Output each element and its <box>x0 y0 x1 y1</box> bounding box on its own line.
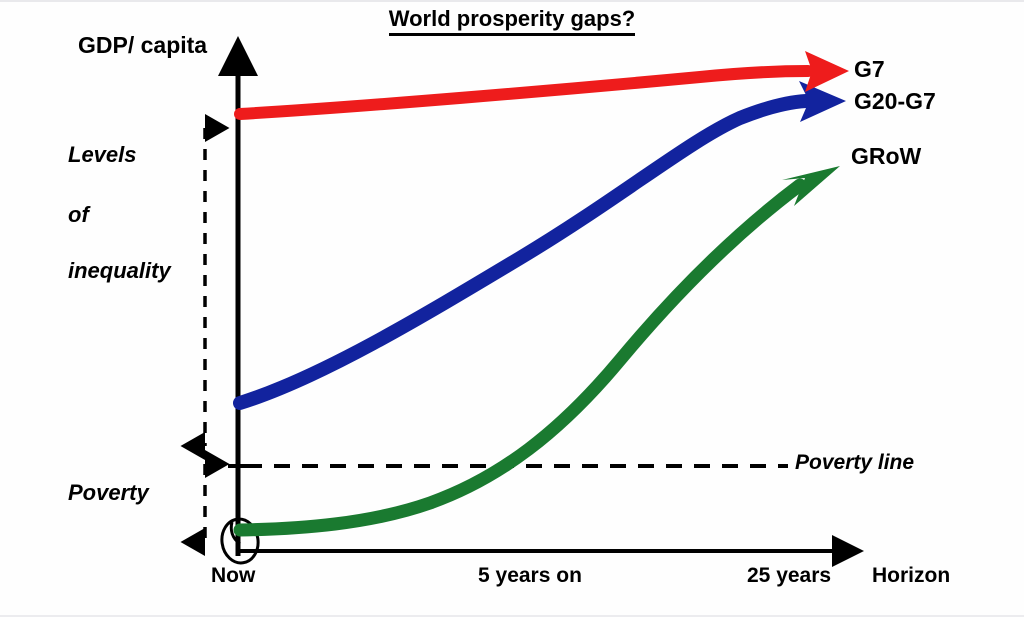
poverty-line-label: Poverty line <box>795 451 915 474</box>
series-arrowhead-g20 <box>799 81 846 122</box>
chart-title: World prosperity gaps? <box>0 6 1024 36</box>
poverty-bracket-label: Poverty <box>68 480 149 505</box>
inequality-bracket-label-line2: of <box>68 202 89 227</box>
x-tick-label-25-years: 25 years <box>747 564 832 587</box>
scan-edge-top <box>0 0 1024 2</box>
y-axis-label: GDP/ capita <box>78 32 208 58</box>
scan-edge-bottom <box>0 615 1024 617</box>
series-label-g7: G7 <box>854 56 885 82</box>
chart-title-text: World prosperity gaps? <box>388 6 636 36</box>
origin-highlight-tail <box>229 521 241 546</box>
series-curve-grow <box>233 178 807 537</box>
series-arrowhead-grow <box>782 166 840 206</box>
series-label-grow: GRoW <box>851 143 922 169</box>
series-arrowhead-g7 <box>805 51 849 92</box>
series-curve-g7 <box>234 65 814 120</box>
origin-highlight-circle <box>220 517 260 565</box>
series-curve-g20 <box>233 94 813 410</box>
inequality-bracket-label-line1: Levels <box>68 142 137 167</box>
x-tick-label-now: Now <box>211 564 256 587</box>
inequality-bracket-label-line3: inequality <box>68 258 171 283</box>
x-tick-label-5-years: 5 years on <box>478 564 582 587</box>
x-axis-label: Horizon <box>872 564 951 587</box>
series-label-g20: G20-G7 <box>854 88 936 114</box>
